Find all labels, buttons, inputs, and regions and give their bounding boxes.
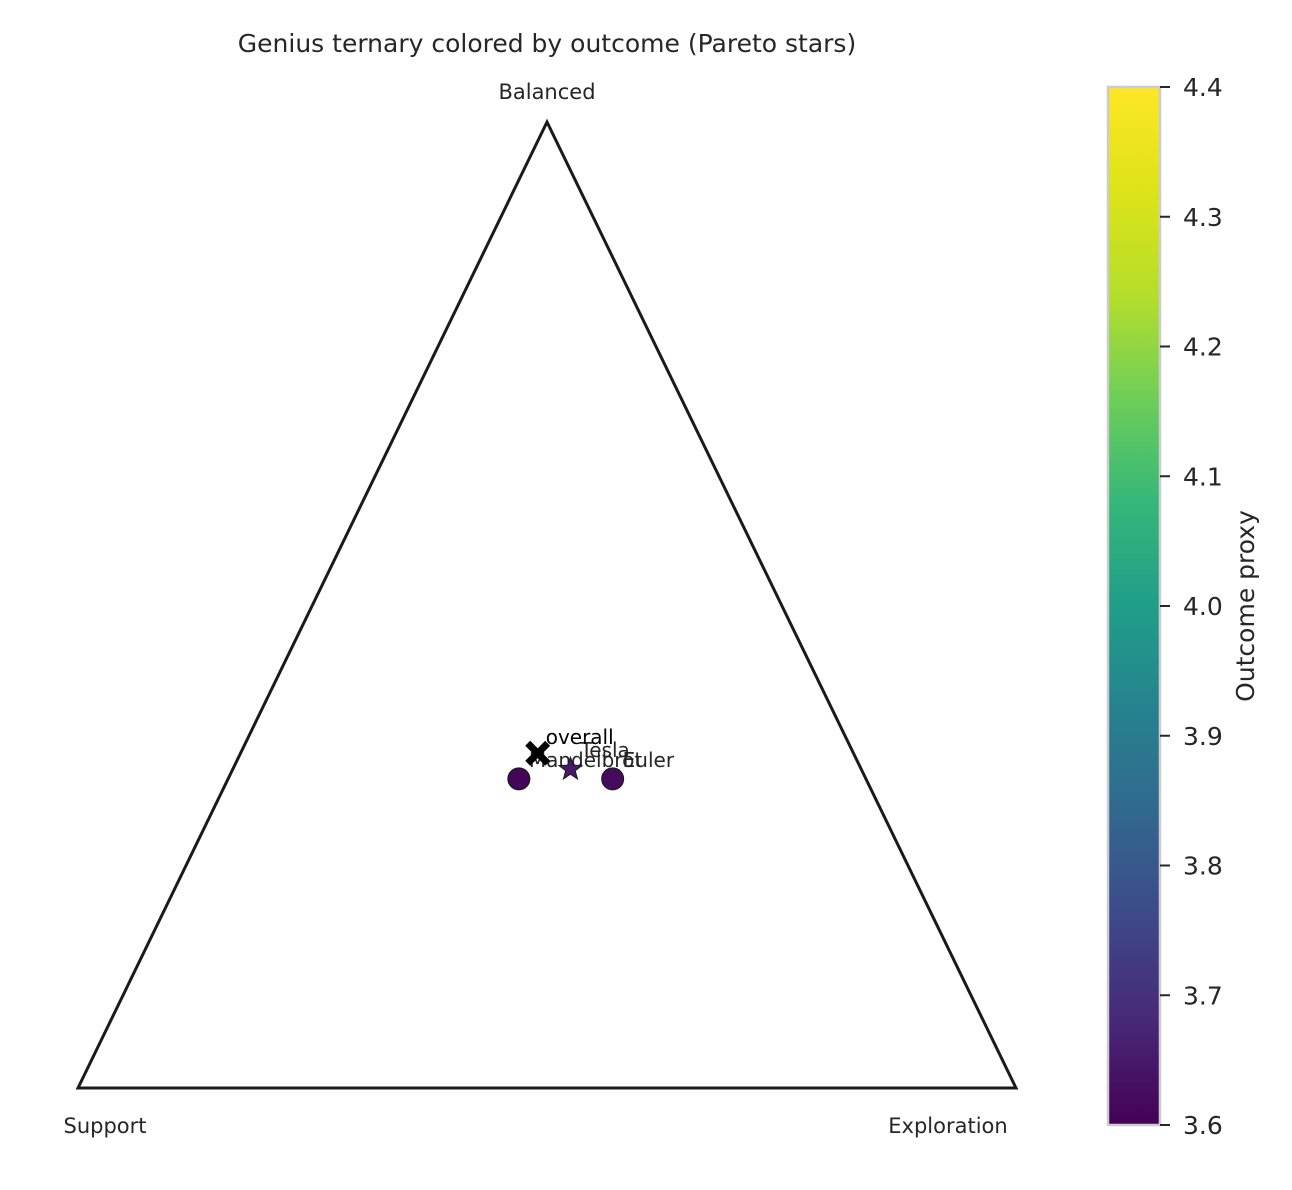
mean-point-overall [525,740,551,766]
colorbar-tick-label: 3.7 [1183,981,1223,1010]
colorbar-tick-label: 3.6 [1183,1111,1223,1140]
vertex-label-support: Support [63,1114,146,1138]
colorbar-label: Outcome proxy [1231,510,1260,702]
point-mandelbrot [507,767,531,791]
vertex-label-balanced: Balanced [498,80,595,104]
point-label-euler: Euler [623,748,675,772]
ternary-triangle [75,118,1019,1090]
colorbar-tick-label: 3.9 [1183,722,1223,751]
point-label-tesla: Tesla [579,738,629,762]
colorbar-ticks: 3.6 3.7 3.8 3.9 4.0 4.1 4.2 4.3 4.4 [1160,73,1223,1140]
chart-title: Genius ternary colored by outcome (Paret… [238,29,856,58]
colorbar-tick-label: 4.4 [1183,73,1223,102]
mean-point-label: overall [546,725,614,749]
colorbar-tick-label: 4.1 [1183,462,1223,491]
vertex-label-exploration: Exploration [888,1114,1007,1138]
colorbar-tick-label: 3.8 [1183,852,1223,881]
colorbar-tick-label: 4.3 [1183,203,1223,232]
point-euler [601,767,625,791]
colorbar-tick-label: 4.2 [1183,333,1223,362]
point-tesla [557,755,584,781]
colorbar-tick-label: 4.0 [1183,592,1223,621]
colorbar-gradient [1106,85,1162,1127]
